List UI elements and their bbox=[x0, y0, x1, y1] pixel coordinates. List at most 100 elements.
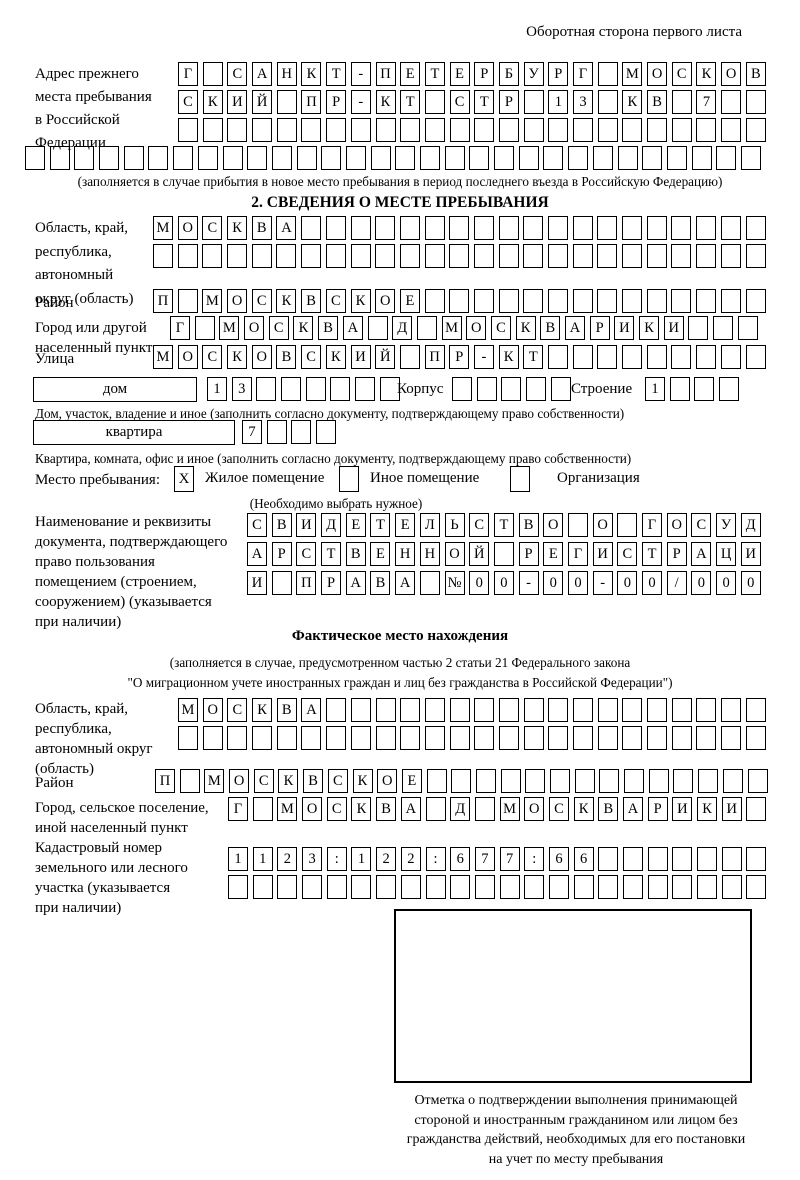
char-cell[interactable] bbox=[745, 216, 766, 240]
char-cell[interactable]: Е bbox=[345, 513, 366, 537]
char-cell[interactable] bbox=[197, 146, 218, 170]
char-cell[interactable]: И bbox=[296, 513, 317, 537]
char-cell[interactable] bbox=[747, 769, 768, 793]
char-cell[interactable]: 7 bbox=[242, 420, 262, 444]
char-cell[interactable]: О bbox=[244, 316, 265, 340]
char-cell[interactable]: И bbox=[740, 542, 761, 566]
char-cell[interactable] bbox=[597, 345, 618, 369]
char-cell[interactable]: Т bbox=[400, 90, 421, 114]
char-cell[interactable]: И bbox=[672, 797, 693, 821]
char-cell[interactable] bbox=[202, 244, 223, 268]
char-cell[interactable] bbox=[745, 698, 766, 722]
char-cell[interactable]: И bbox=[227, 90, 248, 114]
char-cell[interactable] bbox=[177, 289, 198, 313]
char-cell[interactable]: 2 bbox=[400, 847, 421, 871]
char-cell[interactable] bbox=[266, 420, 287, 444]
char-cell[interactable]: О bbox=[377, 769, 398, 793]
char-cell[interactable] bbox=[474, 797, 495, 821]
char-cell[interactable] bbox=[500, 769, 521, 793]
char-cell[interactable] bbox=[523, 216, 544, 240]
char-cell[interactable] bbox=[416, 316, 437, 340]
char-cell[interactable]: В bbox=[271, 513, 292, 537]
char-cell[interactable] bbox=[647, 698, 668, 722]
char-cell[interactable]: В bbox=[276, 345, 297, 369]
char-cell[interactable] bbox=[672, 875, 693, 899]
char-cell[interactable] bbox=[573, 118, 593, 142]
char-cell[interactable] bbox=[177, 244, 198, 268]
char-cell[interactable]: А bbox=[247, 542, 267, 566]
char-cell[interactable] bbox=[499, 875, 520, 899]
char-cell[interactable]: И bbox=[350, 345, 371, 369]
char-cell[interactable] bbox=[524, 875, 545, 899]
char-cell[interactable]: А bbox=[301, 698, 322, 722]
char-cell[interactable]: И bbox=[721, 797, 742, 821]
char-cell[interactable]: Н bbox=[276, 62, 297, 86]
char-cell[interactable] bbox=[326, 726, 347, 750]
char-cell[interactable] bbox=[424, 698, 445, 722]
char-cell[interactable] bbox=[449, 726, 470, 750]
char-cell[interactable] bbox=[721, 118, 742, 142]
char-cell[interactable] bbox=[721, 726, 742, 750]
char-cell[interactable] bbox=[550, 377, 571, 401]
char-cell[interactable]: М bbox=[441, 316, 462, 340]
char-cell[interactable] bbox=[523, 726, 544, 750]
char-cell[interactable] bbox=[325, 216, 346, 240]
char-cell[interactable] bbox=[326, 875, 347, 899]
char-cell[interactable] bbox=[276, 244, 297, 268]
char-cell[interactable]: А bbox=[345, 571, 366, 595]
char-cell[interactable]: К bbox=[293, 316, 314, 340]
char-cell[interactable] bbox=[498, 698, 519, 722]
char-cell[interactable] bbox=[424, 726, 445, 750]
char-cell[interactable]: 6 bbox=[548, 847, 569, 871]
char-cell[interactable]: 1 bbox=[645, 377, 665, 401]
char-cell[interactable] bbox=[698, 769, 719, 793]
char-cell[interactable]: И bbox=[663, 316, 684, 340]
char-cell[interactable]: Г bbox=[567, 542, 588, 566]
char-cell[interactable]: : bbox=[524, 847, 545, 871]
char-cell[interactable]: Р bbox=[474, 62, 495, 86]
char-cell[interactable] bbox=[424, 244, 445, 268]
char-cell[interactable] bbox=[474, 875, 495, 899]
char-cell[interactable]: 0 bbox=[716, 571, 737, 595]
char-cell[interactable] bbox=[252, 875, 273, 899]
char-cell[interactable]: В bbox=[301, 289, 322, 313]
char-cell[interactable] bbox=[498, 289, 519, 313]
char-cell[interactable] bbox=[745, 345, 766, 369]
char-cell[interactable] bbox=[669, 377, 690, 401]
char-cell[interactable] bbox=[572, 345, 593, 369]
char-cell[interactable]: Т bbox=[424, 62, 445, 86]
char-cell[interactable] bbox=[355, 377, 376, 401]
char-cell[interactable]: С bbox=[548, 797, 569, 821]
char-cell[interactable] bbox=[252, 726, 273, 750]
char-cell[interactable] bbox=[375, 118, 396, 142]
char-cell[interactable]: Е bbox=[400, 62, 421, 86]
char-cell[interactable]: И bbox=[247, 571, 267, 595]
char-cell[interactable] bbox=[574, 769, 595, 793]
char-cell[interactable]: В bbox=[647, 90, 668, 114]
char-cell[interactable] bbox=[227, 244, 248, 268]
char-cell[interactable]: В bbox=[370, 571, 391, 595]
char-cell[interactable] bbox=[721, 698, 742, 722]
char-cell[interactable] bbox=[350, 118, 371, 142]
char-cell[interactable] bbox=[345, 146, 366, 170]
char-cell[interactable]: В bbox=[303, 769, 324, 793]
char-cell[interactable] bbox=[688, 316, 709, 340]
char-cell[interactable]: Т bbox=[321, 542, 342, 566]
char-cell[interactable]: Р bbox=[647, 797, 668, 821]
char-cell[interactable]: О bbox=[251, 345, 272, 369]
char-cell[interactable]: Р bbox=[666, 542, 687, 566]
char-cell[interactable] bbox=[597, 726, 618, 750]
char-cell[interactable] bbox=[498, 244, 519, 268]
char-cell[interactable] bbox=[671, 726, 692, 750]
char-cell[interactable]: 0 bbox=[543, 571, 564, 595]
char-cell[interactable] bbox=[296, 146, 317, 170]
char-cell[interactable] bbox=[548, 875, 569, 899]
char-cell[interactable] bbox=[746, 875, 767, 899]
char-cell[interactable] bbox=[713, 316, 734, 340]
char-cell[interactable] bbox=[173, 146, 194, 170]
char-cell[interactable]: В bbox=[276, 698, 297, 722]
char-cell[interactable]: Е bbox=[543, 542, 564, 566]
checkbox-inoe-pomeshchenie[interactable] bbox=[339, 466, 359, 492]
char-cell[interactable]: П bbox=[153, 289, 173, 313]
char-cell[interactable] bbox=[474, 726, 495, 750]
